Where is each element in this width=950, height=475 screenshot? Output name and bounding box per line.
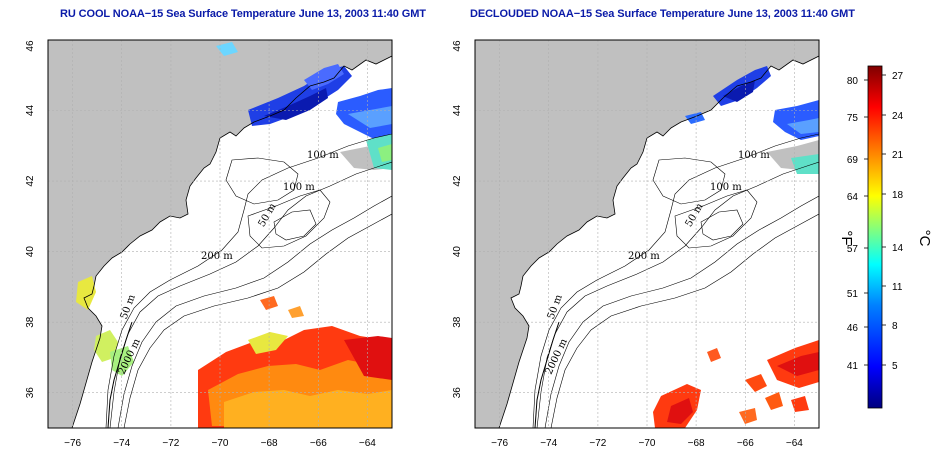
fahrenheit-tick: 69	[847, 155, 859, 166]
panel-title-declouded: DECLOUDED NOAA−15 Sea Surface Temperatur…	[470, 8, 855, 20]
fahrenheit-tick: 64	[847, 192, 859, 203]
fahrenheit-tick: 41	[847, 361, 859, 372]
y-tick: 44	[25, 105, 36, 117]
celsius-tick: 24	[892, 111, 904, 122]
x-axis-ticks: −76 −74 −72 −70 −68 −66 −64	[64, 438, 376, 449]
map-frame	[474, 39, 820, 429]
x-axis-ticks: −76 −74 −72 −70 −68 −66 −64	[491, 438, 803, 449]
y-tick: 46	[25, 40, 36, 52]
y-axis-ticks: 36 38 40 42 44 46	[25, 40, 36, 398]
x-tick: −66	[737, 438, 754, 449]
sst-patches-south	[653, 340, 819, 428]
y-tick: 40	[25, 246, 36, 258]
fahrenheit-tick: 51	[847, 289, 859, 300]
celsius-tick: 21	[892, 150, 904, 161]
x-tick: −72	[162, 438, 179, 449]
contour-label: 100 m	[710, 182, 742, 193]
y-tick: 42	[25, 175, 36, 187]
y-tick: 40	[452, 246, 463, 258]
celsius-tick: 27	[892, 71, 904, 82]
colorbar-fahrenheit-ticks: 80 75 69 64 57 51 46 41	[847, 76, 859, 372]
x-tick: −64	[786, 438, 803, 449]
shelf-break-contour	[534, 321, 560, 428]
contour-label: 200 m	[628, 251, 660, 262]
fahrenheit-tick: 46	[847, 323, 859, 334]
y-tick: 44	[452, 105, 463, 117]
x-tick: −66	[310, 438, 327, 449]
colorbar-tick-marks	[864, 74, 886, 366]
x-tick: −74	[540, 438, 557, 449]
x-tick: −70	[639, 438, 656, 449]
map-frame	[47, 39, 393, 429]
y-axis-ticks: 36 38 40 42 44 46	[452, 40, 463, 398]
y-tick: 46	[452, 40, 463, 52]
celsius-tick: 14	[892, 243, 904, 254]
y-tick: 38	[25, 316, 36, 328]
celsius-tick: 11	[892, 282, 903, 293]
fahrenheit-tick: 80	[847, 76, 859, 87]
y-tick: 42	[452, 175, 463, 187]
map-panel-declouded: 100 m 100 m 50 m 200 m 50 m 2000 m −76 −…	[452, 39, 820, 449]
contour-label: 200 m	[201, 251, 233, 262]
x-tick: −76	[491, 438, 508, 449]
celsius-tick: 18	[892, 190, 904, 201]
celsius-unit-label: °C	[916, 230, 933, 247]
celsius-tick: 8	[892, 321, 898, 332]
x-tick: −68	[261, 438, 278, 449]
contour-label: 100 m	[738, 150, 770, 161]
y-tick: 36	[452, 387, 463, 399]
celsius-tick: 5	[892, 361, 898, 372]
colorbar: 80 75 69 64 57 51 46 41 27 24 21 18 14 1…	[838, 65, 933, 409]
y-tick: 36	[25, 387, 36, 399]
fahrenheit-tick: 57	[847, 244, 859, 255]
x-tick: −74	[113, 438, 130, 449]
colorbar-celsius-ticks: 27 24 21 18 14 11 8 5	[892, 71, 904, 372]
fahrenheit-tick: 75	[847, 113, 859, 124]
colorbar-scale	[867, 65, 883, 409]
y-tick: 38	[452, 316, 463, 328]
shelf-break-contour	[107, 321, 133, 428]
contour-label: 100 m	[283, 182, 315, 193]
map-panel-raw: 100 m 100 m 50 m 200 m 50 m 2000 m −76 −…	[25, 39, 393, 449]
x-tick: −68	[688, 438, 705, 449]
x-tick: −76	[64, 438, 81, 449]
contour-label: 100 m	[307, 150, 339, 161]
x-tick: −64	[359, 438, 376, 449]
fahrenheit-unit-label: °F	[838, 230, 855, 245]
sst-patches-south	[76, 276, 392, 428]
panel-title-raw: RU COOL NOAA−15 Sea Surface Temperature …	[60, 8, 426, 20]
x-tick: −72	[589, 438, 606, 449]
x-tick: −70	[212, 438, 229, 449]
